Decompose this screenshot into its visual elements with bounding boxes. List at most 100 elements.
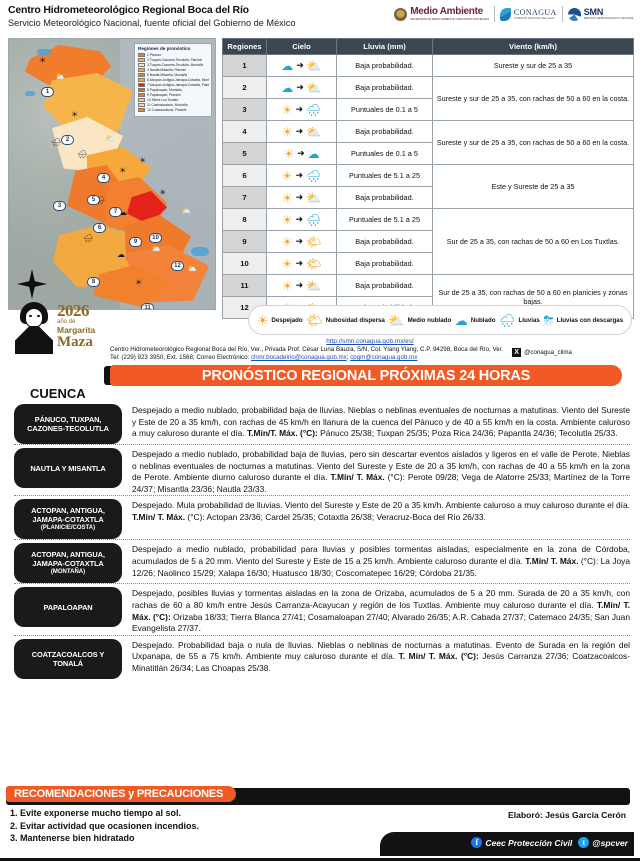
smn-swirl-icon bbox=[567, 7, 581, 21]
logo-divider bbox=[493, 6, 495, 22]
map-region-number-7[interactable]: 7 bbox=[109, 207, 122, 217]
map-region-number-2[interactable]: 2 bbox=[61, 135, 74, 145]
temperature-label: T.Mín/ T. Máx. bbox=[330, 472, 385, 483]
temperature-label: T. Mín/ T. Máx. (°C): bbox=[398, 651, 479, 662]
basin-name: ACTOPAN, ANTIGUA, JAMAPA-COTAXTLA bbox=[31, 550, 105, 569]
map-region-number-3[interactable]: 3 bbox=[53, 201, 66, 211]
temperature-values: (°C): Actopan 23/36; Cardel 25/35; Cotax… bbox=[185, 511, 486, 522]
contact-address: Centro Hidrometeorológico Regional Boca … bbox=[110, 346, 504, 353]
map-region-number-9[interactable]: 9 bbox=[129, 237, 142, 247]
cell-region: 9 bbox=[222, 230, 267, 253]
twitter-icon: t bbox=[578, 837, 590, 848]
cielo-to-icon: 🌤 bbox=[306, 256, 322, 271]
cielo-to-icon: ⛅ bbox=[306, 124, 322, 139]
social-link[interactable]: t @spcver bbox=[578, 837, 628, 848]
map-legend-rows: 1 Pánuco 2 Tuxpan-Cazones-Tecolutla, Plan… bbox=[138, 52, 209, 112]
basin-pill[interactable]: COATZACOALCOS Y TONALÁ bbox=[14, 638, 122, 679]
smn-website-link[interactable]: http://smn.conagua.gob.mx/es/ bbox=[326, 338, 414, 345]
author-label: Elaboró: Jesús García Cerón bbox=[508, 810, 626, 820]
cielo-from-icon: ☀ bbox=[281, 234, 293, 249]
cell-viento: Sureste y sur de 25 a 35, con rachas de … bbox=[432, 120, 634, 165]
medio-ambiente-logo: Medio Ambiente SECRETARÍA DE MEDIO AMBIE… bbox=[394, 7, 489, 21]
arrow-icon: ➜ bbox=[296, 82, 304, 92]
basin-pill[interactable]: PAPALOAPAN bbox=[14, 587, 122, 628]
legend-item-storm-cloud: ⛈ Lluvias con descargas bbox=[543, 314, 623, 327]
contact-email-1[interactable]: chmr.bocadelrio@conagua.gob.mx bbox=[251, 354, 347, 362]
basin-name: COATZACOALCOS Y TONALÁ bbox=[31, 649, 105, 668]
forecast-row: PAPALOAPAN Despejado, posibles lluvias y … bbox=[0, 583, 640, 634]
smn-label: SMN bbox=[583, 7, 604, 17]
basin-name: PAPALOAPAN bbox=[43, 602, 93, 612]
social-label: Ceec Protección Civil bbox=[485, 837, 573, 848]
legend-item-sun: ☀ Despejado bbox=[257, 314, 303, 327]
banner-title-bar: PRONÓSTICO REGIONAL PRÓXIMAS 24 HORAS bbox=[110, 365, 622, 386]
cell-lluvia: Baja probabilidad. bbox=[336, 54, 433, 77]
map-region-number-1[interactable]: 1 bbox=[41, 87, 54, 97]
arrow-icon: ➜ bbox=[295, 170, 304, 180]
map-legend-item-1: 1 Pánuco bbox=[138, 52, 209, 57]
x-social-badge[interactable]: X @conagua_clima bbox=[512, 348, 572, 357]
margarita-last-name: Maza bbox=[57, 334, 93, 350]
basin-pill[interactable]: PÁNUCO, TUXPAN, CAZONES-TECOLUTLA bbox=[14, 404, 122, 444]
forecast-row: PÁNUCO, TUXPAN, CAZONES-TECOLUTLA Despeja… bbox=[0, 400, 640, 444]
map-region-number-6[interactable]: 6 bbox=[93, 223, 106, 233]
forecast-text-part1: Despejado. Mula probabilidad de lluvias.… bbox=[132, 500, 630, 511]
map-region-number-10[interactable]: 10 bbox=[149, 233, 162, 243]
logo-divider bbox=[561, 6, 563, 22]
basin-pill[interactable]: ACTOPAN, ANTIGUA, JAMAPA-COTAXTLA (MONTAÑ… bbox=[14, 543, 122, 584]
arrow-icon: ➜ bbox=[295, 236, 304, 246]
cell-cielo: ☁ ➜ ⛅ bbox=[266, 76, 337, 99]
basin-name: ACTOPAN, ANTIGUA, JAMAPA-COTAXTLA bbox=[31, 506, 105, 525]
cell-cielo: ☀➜⛅ bbox=[266, 186, 337, 209]
weather-icon-legend: ☀ Despejado 🌤 Nubosidad dispersa ⛅ Medio nubl… bbox=[248, 305, 632, 335]
temperature-values: (°C): Perote 09/28; Vega de Alatorre 25/… bbox=[132, 472, 630, 494]
table-row: 8 ☀ ➜ 🌧 Puntuales de 5.1 a 25 Sur de 25 a 35,… bbox=[222, 208, 634, 275]
mexico-seal-icon bbox=[394, 7, 408, 21]
storm-cloud-icon: ⛈ bbox=[543, 312, 554, 328]
map-legend-item-12: 12 Coatzacoalcos, Planicie bbox=[138, 107, 209, 112]
basin-pill[interactable]: ACTOPAN, ANTIGUA, JAMAPA-COTAXTLA (PLANIC… bbox=[14, 499, 122, 540]
map-weather-icon: ☁ bbox=[117, 250, 125, 259]
margarita-text: 2026 año de Margarita Maza bbox=[57, 302, 95, 350]
map-region-number-8[interactable]: 8 bbox=[87, 277, 100, 287]
cell-region: 3 bbox=[222, 98, 267, 121]
basin-pill[interactable]: NAUTLA Y MISANTLA bbox=[14, 448, 122, 488]
conagua-logo: CONAGUA COMISIÓN NACIONAL DEL AGUA bbox=[499, 7, 557, 21]
recommendation-item: 1. Evite exponerse mucho tiempo al sol. bbox=[10, 808, 182, 818]
forecast-text-part1: Despejado. Probabilidad baja o nula de l… bbox=[132, 639, 630, 662]
map-water-body bbox=[25, 91, 35, 96]
map-region-number-5[interactable]: 5 bbox=[87, 195, 100, 205]
banner-title: PRONÓSTICO REGIONAL PRÓXIMAS 24 HORAS bbox=[201, 367, 531, 384]
cielo-from-icon: ☁ bbox=[281, 58, 294, 73]
cielo-to-icon: ⛅ bbox=[306, 80, 322, 95]
legend-item-label: Lluvias con descargas bbox=[556, 316, 624, 324]
cell-cielo: ☀ ➜ 🌧 bbox=[266, 164, 337, 187]
contact-email-2[interactable]: cpgm@conagua.gob.mx bbox=[350, 354, 418, 362]
table-row: 4 ☀ ➜ ⛅ Baja probabilidad. Sureste y sur de 2… bbox=[222, 120, 634, 165]
map-weather-icon: ☀ bbox=[119, 166, 127, 175]
legend-region-label: 8 Papaloapan, Montaña bbox=[147, 87, 183, 92]
forecast-map[interactable]: ☀ ⛅ ☀ 🌧 🌧 ⛅ ☀ ☀ 🌧 ☁ ☀ ⛅ 🌧 ☁ ⛅ ⛅ ☀ 1 2 3 … bbox=[8, 38, 216, 310]
margarita-maza-emblem: 2026 año de Margarita Maza bbox=[14, 302, 124, 358]
forecast-text-part1: Despejado a medio nublado, probabilidad … bbox=[132, 405, 630, 439]
legend-item-label: Lluvias bbox=[518, 316, 540, 324]
social-link[interactable]: f Ceec Protección Civil bbox=[471, 837, 572, 848]
map-region-number-11[interactable]: 11 bbox=[141, 303, 154, 309]
cell-lluvia: Puntuales de 0.1 a 5 bbox=[336, 142, 433, 165]
arrow-icon: ➜ bbox=[296, 60, 304, 70]
forecast-text: Despejado. Probabilidad baja o nula de l… bbox=[132, 639, 630, 675]
table-row: 2 ☁ ➜ ⛅ Baja probabilidad. Sureste y sur de 2… bbox=[222, 76, 634, 121]
map-legend-item-6: 6 Actopan-Antigua-Jamapa-Cotaxtla, Monta… bbox=[138, 77, 209, 82]
cell-region: 7 bbox=[222, 186, 267, 209]
legend-region-label: 6 Actopan-Antigua-Jamapa-Cotaxtla, Monta… bbox=[147, 77, 209, 82]
map-region-number-12[interactable]: 12 bbox=[171, 261, 184, 271]
map-region-number-4[interactable]: 4 bbox=[97, 173, 110, 183]
table-row: 1 ☁ ➜ ⛅ Baja probabilidad. Sureste y sur de 2… bbox=[222, 54, 634, 77]
ano-de-label: año de bbox=[57, 319, 76, 325]
arrow-icon: ➜ bbox=[295, 192, 304, 202]
cielo-from-icon: ☀ bbox=[281, 168, 293, 183]
map-and-table-panel: ☀ ⛅ ☀ 🌧 🌧 ⛅ ☀ ☀ 🌧 ☁ ☀ ⛅ 🌧 ☁ ⛅ ⛅ ☀ 1 2 3 … bbox=[0, 36, 640, 334]
recommendations-list: 1. Evite exponerse mucho tiempo al sol. 2… bbox=[10, 807, 199, 845]
map-weather-icon: ⛅ bbox=[105, 134, 115, 143]
